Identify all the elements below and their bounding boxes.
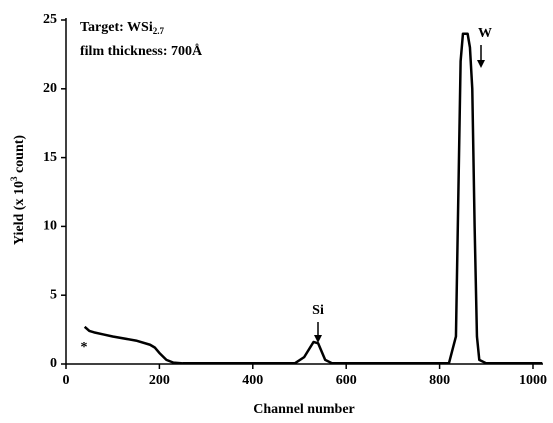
x-tick-label: 800 [429, 373, 450, 388]
y-tick-label: 0 [50, 356, 57, 371]
y-tick-label: 5 [50, 287, 57, 302]
y-tick-label: 15 [43, 150, 57, 165]
x-axis-label: Channel number [253, 402, 355, 417]
info-line: Target: WSi2.7 [80, 20, 164, 36]
x-tick-label: 400 [242, 373, 263, 388]
y-label-part: count) [12, 135, 27, 177]
y-tick-label: 10 [43, 219, 57, 234]
annotation-arrow [477, 60, 485, 68]
info-text: Target: WSi [80, 20, 153, 35]
annotation: Si [312, 303, 324, 318]
x-tick-label: 200 [149, 373, 170, 388]
annotation: * [81, 340, 88, 355]
data-line [83, 32, 543, 365]
y-label-sup: 3 [9, 176, 19, 181]
y-label-part: Yield (x 10 [12, 181, 27, 245]
annotation: W [478, 26, 492, 41]
annotation-arrow [314, 335, 322, 343]
x-tick-label: 1000 [519, 373, 547, 388]
x-tick-label: 0 [63, 373, 70, 388]
y-tick-label: 25 [43, 12, 57, 27]
y-tick-label: 20 [43, 81, 57, 96]
info-sub: 2.7 [153, 26, 165, 36]
y-axis-label: Yield (x 103 count) [9, 135, 27, 245]
info-line: film thickness: 700Å [80, 43, 203, 59]
x-tick-label: 600 [336, 373, 357, 388]
